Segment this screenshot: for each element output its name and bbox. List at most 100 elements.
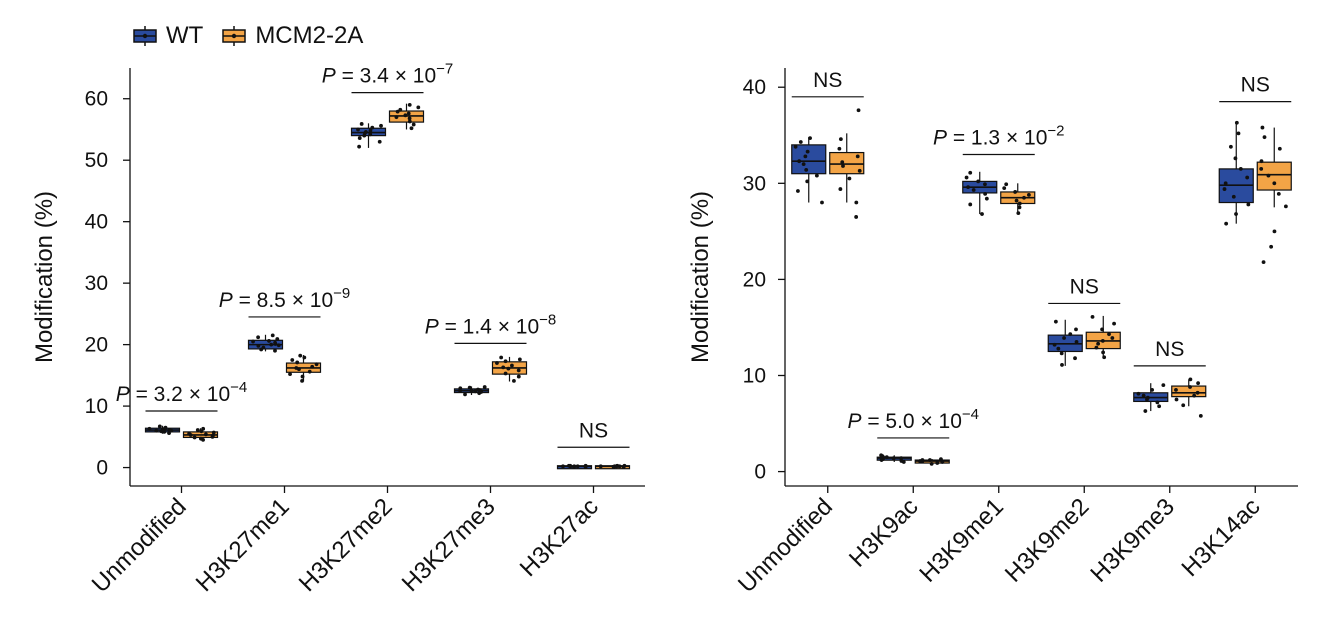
box-mcm2-2a-unmodified-point <box>187 431 192 436</box>
box-wt-h3k27me3-point <box>482 385 487 389</box>
box-mcm2-2a-h3k27me3-point <box>510 363 514 368</box>
box-wt-h3k27me1-point <box>275 337 280 341</box>
significance-label-h3k9me1: P = 1.3 × 10−2 <box>933 122 1065 149</box>
box-wt-unmodified-point <box>147 426 152 431</box>
significance-label-h3k9me2: NS <box>1070 275 1099 298</box>
y-axis-title: Modification (%) <box>31 191 58 363</box>
box-wt-h3k9me1-point <box>971 188 976 192</box>
legend: WT MCM2-2A <box>132 22 381 50</box>
box-mcm2-2a-h3k27me3-point <box>517 357 522 362</box>
box-wt-h3k9me3-point <box>1136 391 1141 396</box>
box-mcm2-2a-h3k9ac-point <box>935 461 940 465</box>
box-wt-unmodified-point <box>820 200 824 205</box>
box-wt-h3k14ac-point <box>1234 212 1238 216</box>
box-mcm2-2a-h3k27me2-point <box>416 105 421 110</box>
box-mcm2-2a-h3k9ac-point <box>939 457 943 461</box>
box-mcm2-2a-h3k27me1-point <box>307 369 312 374</box>
box-wt-h3k27me2-point <box>363 130 368 134</box>
y-tick-label-30: 30 <box>85 272 108 295</box>
box-mcm2-2a-h3k9me1-point <box>1022 195 1026 200</box>
box-mcm2-2a-unmodified-point <box>856 108 861 113</box>
box-mcm2-2a-h3k9ac-point <box>940 460 945 464</box>
y-tick-label-60: 60 <box>85 88 108 111</box>
box-wt-h3k9me3-point <box>1161 383 1166 388</box>
box-mcm2-2a-h3k27me3-point <box>516 374 521 379</box>
box-wt-unmodified-point <box>798 140 803 144</box>
box-mcm2-2a-h3k27me1-point <box>298 353 303 358</box>
box-wt-h3k27me2-point <box>356 127 360 132</box>
significance-label-unmodified: P = 3.2 × 10−4 <box>116 379 248 406</box>
box-wt-h3k27me1-point <box>256 335 261 340</box>
box-wt-h3k27me2-point <box>357 136 362 140</box>
box-wt-h3k9me2-point <box>1059 351 1064 356</box>
y-tick-label-10: 10 <box>85 395 108 418</box>
box-mcm2-2a-h3k27me1-point <box>288 372 292 377</box>
box-mcm2-2a-h3k9me2-point <box>1096 341 1101 346</box>
box-mcm2-2a-h3k14ac-point <box>1259 159 1264 164</box>
box-mcm2-2a-h3k9ac-point <box>928 458 932 462</box>
box-wt-h3k14ac-point <box>1246 202 1251 207</box>
x-tick-label-h3k9ac: H3K9ac <box>844 493 923 572</box>
box-wt-h3k27ac-point <box>561 464 565 469</box>
box-mcm2-2a-h3k27me2-point <box>403 113 408 118</box>
box-wt-h3k27me1-point <box>273 340 277 345</box>
y-tick-label-20: 20 <box>743 268 766 291</box>
box-mcm2-2a-unmodified-point <box>840 160 845 165</box>
box-mcm2-2a-unmodified-point <box>847 176 852 181</box>
box-mcm2-2a-unmodified-point <box>854 200 859 205</box>
box-wt-h3k9ac-point <box>891 456 896 461</box>
significance-label-h3k27ac: NS <box>579 419 608 442</box>
box-wt-h3k27me1-point <box>256 343 261 348</box>
box-wt-h3k27me3-point <box>467 385 472 390</box>
box-mcm2-2a-h3k9me1-point <box>1017 201 1022 206</box>
box-mcm2-2a-h3k9me3-point <box>1196 381 1200 386</box>
box-mcm2-2a-h3k27ac-point <box>622 463 627 468</box>
y-tick-label-40: 40 <box>85 211 108 234</box>
box-wt-h3k27me1-point <box>270 333 275 338</box>
box-mcm2-2a-h3k9me1-point <box>1017 205 1022 210</box>
box-mcm2-2a-h3k9me1-point <box>1013 190 1018 194</box>
box-mcm2-2a-h3k27ac-point <box>614 464 619 469</box>
box-mcm2-2a-h3k9me1-point <box>1027 192 1031 197</box>
x-tick-label-h3k14ac: H3K14ac <box>1177 493 1266 582</box>
legend-key-mcm2-2a-icon <box>222 26 247 46</box>
box-mcm2-2a-h3k27me1-point <box>300 374 305 379</box>
box-mcm2-2a-h3k27me2-point <box>411 122 416 127</box>
y-tick-label-0: 0 <box>96 457 108 480</box>
box-wt-unmodified-point <box>163 425 168 430</box>
box-mcm2-2a-unmodified-point <box>837 146 842 151</box>
box-wt-h3k14ac-point <box>1222 187 1227 191</box>
y-tick-label-10: 10 <box>743 364 766 387</box>
box-wt-h3k9me3-point <box>1145 395 1150 400</box>
box-mcm2-2a-h3k9ac-point <box>920 458 925 462</box>
box-wt-h3k14ac-point <box>1236 131 1241 136</box>
box-mcm2-2a-unmodified-point <box>195 428 200 432</box>
box-mcm2-2a-h3k9me3-point <box>1181 403 1186 408</box>
box-wt-h3k9me1-point <box>964 175 969 180</box>
box-wt-h3k9me3-point <box>1141 393 1146 398</box>
box-mcm2-2a-h3k9me3-point <box>1174 397 1179 402</box>
box-wt-h3k27me3-point <box>476 387 480 392</box>
box-wt-h3k14ac-point <box>1228 144 1233 149</box>
box-wt-h3k27ac-point <box>583 463 588 468</box>
box-wt-h3k14ac-point <box>1231 194 1236 199</box>
box-mcm2-2a-h3k14ac-point <box>1272 181 1277 186</box>
box-wt-h3k14ac-point <box>1245 175 1250 180</box>
box-mcm2-2a-h3k9me3-point <box>1188 385 1192 389</box>
box-mcm2-2a-h3k27me2-point <box>398 107 403 112</box>
x-tick-label-h3k9me3: H3K9me3 <box>1085 493 1180 588</box>
x-tick-label-h3k9me2: H3K9me2 <box>1000 493 1095 588</box>
box-wt-unmodified-point <box>796 189 800 193</box>
box-wt-h3k9me1-point <box>966 185 970 190</box>
box-wt-h3k27me1-point <box>276 343 281 348</box>
box-wt-unmodified-point <box>797 159 802 164</box>
y-tick-label-0: 0 <box>754 461 766 484</box>
box-mcm2-2a-h3k9me2-point <box>1112 321 1116 326</box>
box-wt-unmodified-point <box>801 162 806 166</box>
box-mcm2-2a-h3k14ac-point <box>1260 125 1265 130</box>
box-wt-unmodified-point <box>808 136 812 141</box>
box-wt-unmodified-point <box>805 179 810 184</box>
box-mcm2-2a-h3k9me2-point <box>1102 355 1107 360</box>
x-tick-label-h3k27ac: H3K27ac <box>515 493 604 582</box>
box-mcm2-2a-h3k27me2-point <box>394 115 399 120</box>
